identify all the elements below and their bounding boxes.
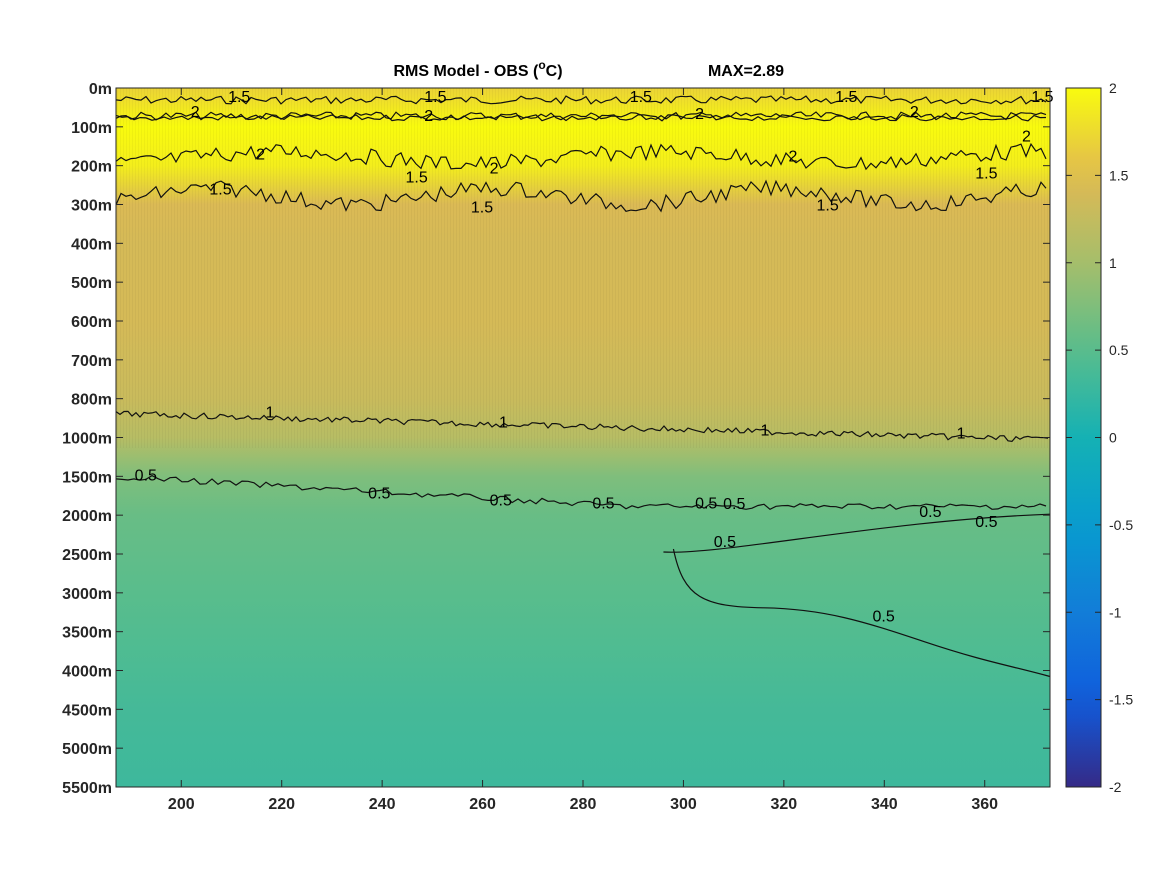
colorbar: 2 1.5 1 0.5 0 -0.5 -1 -1.5 -2 bbox=[1065, 80, 1133, 795]
y-tick-label: 800m bbox=[71, 392, 112, 409]
contour-label: 0.5 bbox=[919, 504, 941, 521]
colorbar-tick-label: 1 bbox=[1109, 255, 1117, 271]
y-tick-label: 400m bbox=[71, 236, 112, 253]
x-tick-label: 240 bbox=[369, 796, 396, 813]
y-tick-label: 700m bbox=[71, 353, 112, 370]
y-tick-label: 300m bbox=[71, 198, 112, 215]
contour-label: 1 bbox=[957, 426, 966, 443]
colorbar-tick-label: 2 bbox=[1109, 80, 1117, 96]
x-tick-label: 360 bbox=[971, 796, 998, 813]
heatmap-texture bbox=[116, 88, 1050, 448]
contour-line-0.5-b bbox=[663, 513, 1051, 553]
contour-label: 0.5 bbox=[368, 485, 390, 502]
y-tick-label: 3000m bbox=[62, 586, 112, 603]
contour-label: 1.5 bbox=[630, 89, 652, 106]
contour-lines bbox=[115, 95, 1051, 678]
contour-label: 2 bbox=[490, 161, 499, 178]
contour-line-1 bbox=[115, 410, 1049, 443]
contour-label: 0.5 bbox=[873, 609, 895, 626]
x-tick-label: 340 bbox=[871, 796, 898, 813]
y-tick-label: 4000m bbox=[62, 664, 112, 681]
colorbar-tick-label: -0.5 bbox=[1109, 517, 1133, 533]
y-tick-label: 1000m bbox=[62, 431, 112, 448]
contour-label: 1.5 bbox=[835, 89, 857, 106]
chart-title: RMS Model - OBS (oC) bbox=[393, 58, 562, 80]
contour-label: 1 bbox=[760, 423, 769, 440]
x-tick-label: 280 bbox=[570, 796, 597, 813]
contour-label: 1.5 bbox=[228, 89, 250, 106]
contour-line-0.5-a bbox=[115, 474, 1047, 511]
y-tick-label: 5500m bbox=[62, 780, 112, 797]
x-tick-label: 320 bbox=[771, 796, 798, 813]
contour-label: 1.5 bbox=[471, 200, 493, 217]
y-tick-label: 0m bbox=[89, 81, 112, 98]
contour-label: 2 bbox=[191, 104, 200, 121]
x-tick-label: 260 bbox=[469, 796, 496, 813]
contour-label: 2 bbox=[1022, 129, 1031, 146]
contour-label: 1 bbox=[265, 405, 274, 422]
y-tick-label: 2500m bbox=[62, 547, 112, 564]
max-label: MAX=2.89 bbox=[708, 63, 784, 80]
contour-label: 1 bbox=[499, 415, 508, 432]
contour-line-1.5-top bbox=[115, 95, 1047, 105]
plot-area: 1.5 1.5 1.5 1.5 1.5 2 2 2 2 2 2 2 2 1.5 1.5 1.5 1.5 1.5 1 1… bbox=[115, 87, 1054, 788]
y-tick-label: 100m bbox=[71, 120, 112, 137]
y-tick-label: 1500m bbox=[62, 469, 112, 486]
colorbar-tick-label: -1 bbox=[1109, 604, 1122, 620]
contour-label: 2 bbox=[695, 106, 704, 123]
contour-label: 0.5 bbox=[135, 467, 157, 484]
contour-label: 0.5 bbox=[975, 514, 997, 531]
y-tick-label: 600m bbox=[71, 314, 112, 331]
contour-labels: 1.5 1.5 1.5 1.5 1.5 2 2 2 2 2 2 2 2 1.5 1.5 1.5 1.5 1.5 1 1… bbox=[135, 89, 1054, 626]
x-tick-label: 220 bbox=[268, 796, 295, 813]
colorbar-tick-label: 0.5 bbox=[1109, 342, 1129, 358]
contour-label: 1.5 bbox=[817, 198, 839, 215]
contour-label: 2 bbox=[788, 149, 797, 166]
contour-label: 1.5 bbox=[209, 182, 231, 199]
y-tick-label: 200m bbox=[71, 159, 112, 176]
colorbar-tick-label: -2 bbox=[1109, 779, 1122, 795]
y-tick-label: 2000m bbox=[62, 508, 112, 525]
y-tick-label: 5000m bbox=[62, 741, 112, 758]
contour-line-2-b bbox=[115, 142, 1047, 171]
contour-line-2-top bbox=[115, 111, 1047, 121]
contour-label: 0.5 bbox=[723, 496, 745, 513]
y-tick-label: 500m bbox=[71, 275, 112, 292]
contour-line-1.5-b bbox=[115, 179, 1047, 213]
contour-label: 1.5 bbox=[1031, 89, 1053, 106]
colorbar-ticks: 2 1.5 1 0.5 0 -0.5 -1 -1.5 -2 bbox=[1066, 80, 1133, 795]
contour-label: 0.5 bbox=[695, 495, 717, 512]
contour-line-0.5-c bbox=[672, 548, 1051, 678]
colorbar-tick-label: 0 bbox=[1109, 430, 1117, 446]
contour-label: 0.5 bbox=[714, 534, 736, 551]
contour-label: 1.5 bbox=[406, 170, 428, 187]
contour-line-2-a bbox=[115, 114, 1047, 122]
contour-label: 1.5 bbox=[424, 89, 446, 106]
contour-label: 2 bbox=[256, 147, 265, 164]
y-tick-label: 4500m bbox=[62, 702, 112, 719]
y-axis: 0m 100m 200m 300m 400m 500m 600m 700m 800m 1000m 1… bbox=[62, 81, 1050, 797]
x-axis: 200 220 240 260 280 300 320 340 360 bbox=[168, 88, 998, 813]
contour-label: 2 bbox=[910, 104, 919, 121]
contour-label: 1.5 bbox=[975, 166, 997, 183]
y-tick-label: 3500m bbox=[62, 625, 112, 642]
contour-label: 0.5 bbox=[490, 492, 512, 509]
contour-label: 0.5 bbox=[592, 495, 614, 512]
colorbar-tick-label: -1.5 bbox=[1109, 692, 1133, 708]
x-tick-label: 300 bbox=[670, 796, 697, 813]
contour-label: 2 bbox=[424, 108, 433, 125]
colorbar-tick-label: 1.5 bbox=[1109, 167, 1129, 183]
x-tick-label: 200 bbox=[168, 796, 195, 813]
